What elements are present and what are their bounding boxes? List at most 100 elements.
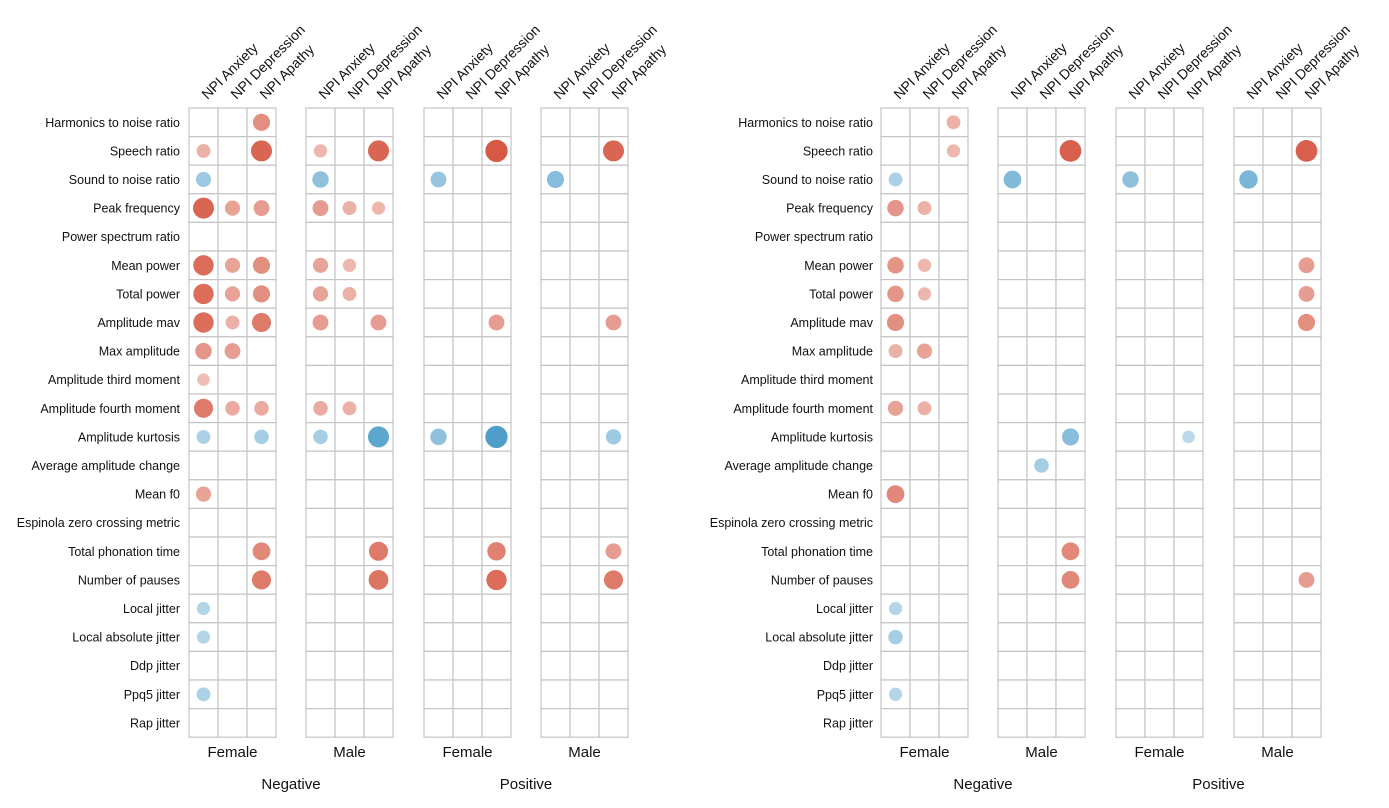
grid-cell (481, 336, 512, 366)
grid-cell (569, 107, 600, 138)
grid-cell (217, 364, 248, 395)
grid-cell (1026, 622, 1057, 652)
row-label: Amplitude third moment (48, 373, 181, 387)
grid-cell (1115, 679, 1146, 710)
row-label: Total power (116, 287, 180, 301)
grid-cell (569, 622, 600, 652)
grid-cell (938, 536, 969, 567)
grid-cell (1262, 336, 1293, 366)
grid-cell (1115, 336, 1146, 366)
grid-cell (1115, 136, 1146, 166)
grid-cell (1144, 250, 1175, 281)
grid-cell (334, 136, 365, 166)
correlation-dot (342, 286, 357, 301)
grid-cell (217, 164, 248, 195)
grid-cell (1115, 307, 1146, 338)
grid-cell (569, 593, 600, 624)
grid-cell (1115, 221, 1146, 252)
correlation-dot (603, 570, 624, 590)
grid-cell (305, 336, 336, 366)
grid-cell (1055, 650, 1086, 681)
grid-cell (246, 650, 277, 681)
grid-cell (1055, 593, 1086, 624)
grid-cell (334, 707, 365, 738)
section-label: Negative (261, 776, 320, 793)
correlation-dot (485, 139, 508, 163)
correlation-dot (368, 541, 389, 561)
correlation-dot (546, 170, 565, 189)
grid-cell (1262, 193, 1293, 224)
grid-cell (540, 707, 571, 738)
grid-cell (305, 650, 336, 681)
grid-cell (1026, 650, 1057, 681)
grid-cell (540, 564, 571, 595)
grid-cell (1233, 279, 1264, 309)
correlation-dot (602, 140, 625, 162)
grid-cell (569, 536, 600, 567)
grid-cell (938, 507, 969, 538)
grid-cell (423, 250, 454, 281)
grid-cell (938, 250, 969, 281)
grid-cell (598, 193, 629, 224)
grid-cell (1262, 536, 1293, 567)
grid-cell (1026, 164, 1057, 195)
grid-cell (423, 479, 454, 509)
grid-cell (452, 536, 483, 567)
grid-cell (1055, 107, 1086, 138)
grid-cell (1173, 622, 1204, 652)
correlation-dot (886, 485, 905, 503)
grid-cell (997, 422, 1028, 452)
grid-cell (1233, 593, 1264, 624)
grid-cell (1115, 422, 1146, 452)
grid-cell (540, 507, 571, 538)
grid-cell (909, 679, 940, 710)
row-label: Total phonation time (68, 545, 180, 559)
grid-cell (1026, 679, 1057, 710)
grid-cell (423, 307, 454, 338)
row-label: Ddp jitter (130, 659, 180, 673)
grid-cell (423, 536, 454, 567)
grid-cell (1144, 364, 1175, 395)
grid-cell (481, 450, 512, 481)
grid-cell (452, 250, 483, 281)
correlation-dot (253, 200, 270, 217)
grid-cell (569, 193, 600, 224)
grid-cell (305, 679, 336, 710)
row-label: Sound to noise ratio (69, 173, 180, 187)
row-label: Ppq5 jitter (124, 688, 180, 702)
row-label: Power spectrum ratio (755, 230, 873, 244)
row-label: Ppq5 jitter (817, 688, 873, 702)
grid-cell (1291, 107, 1322, 138)
grid-cell (1233, 707, 1264, 738)
grid-cell (1173, 307, 1204, 338)
grid-cell (1262, 136, 1293, 166)
correlation-dot (313, 144, 328, 158)
grid-cell (1026, 593, 1057, 624)
grid-cell (1233, 422, 1264, 452)
grid-cell (363, 250, 394, 281)
grid-cell (938, 307, 969, 338)
grid-cell (1055, 279, 1086, 309)
grid-cell (1173, 279, 1204, 309)
grid-cell (1291, 336, 1322, 366)
grid-cell (909, 422, 940, 452)
grid-cell (1173, 193, 1204, 224)
grid-cell (1173, 536, 1204, 567)
grid-cell (305, 507, 336, 538)
correlation-dot (312, 286, 329, 302)
grid-cell (363, 479, 394, 509)
grid-cell (1055, 679, 1086, 710)
grid-cell (188, 564, 219, 595)
grid-cell (423, 622, 454, 652)
correlation-dot (193, 283, 214, 305)
correlation-dot (485, 425, 508, 449)
grid-cell (1026, 707, 1057, 738)
grid-cell (1144, 422, 1175, 452)
grid-cell (598, 507, 629, 538)
grid-cell (1115, 593, 1146, 624)
grid-cell (938, 193, 969, 224)
grid-cell (363, 650, 394, 681)
correlation-dot (486, 569, 507, 591)
grid-cell (363, 107, 394, 138)
